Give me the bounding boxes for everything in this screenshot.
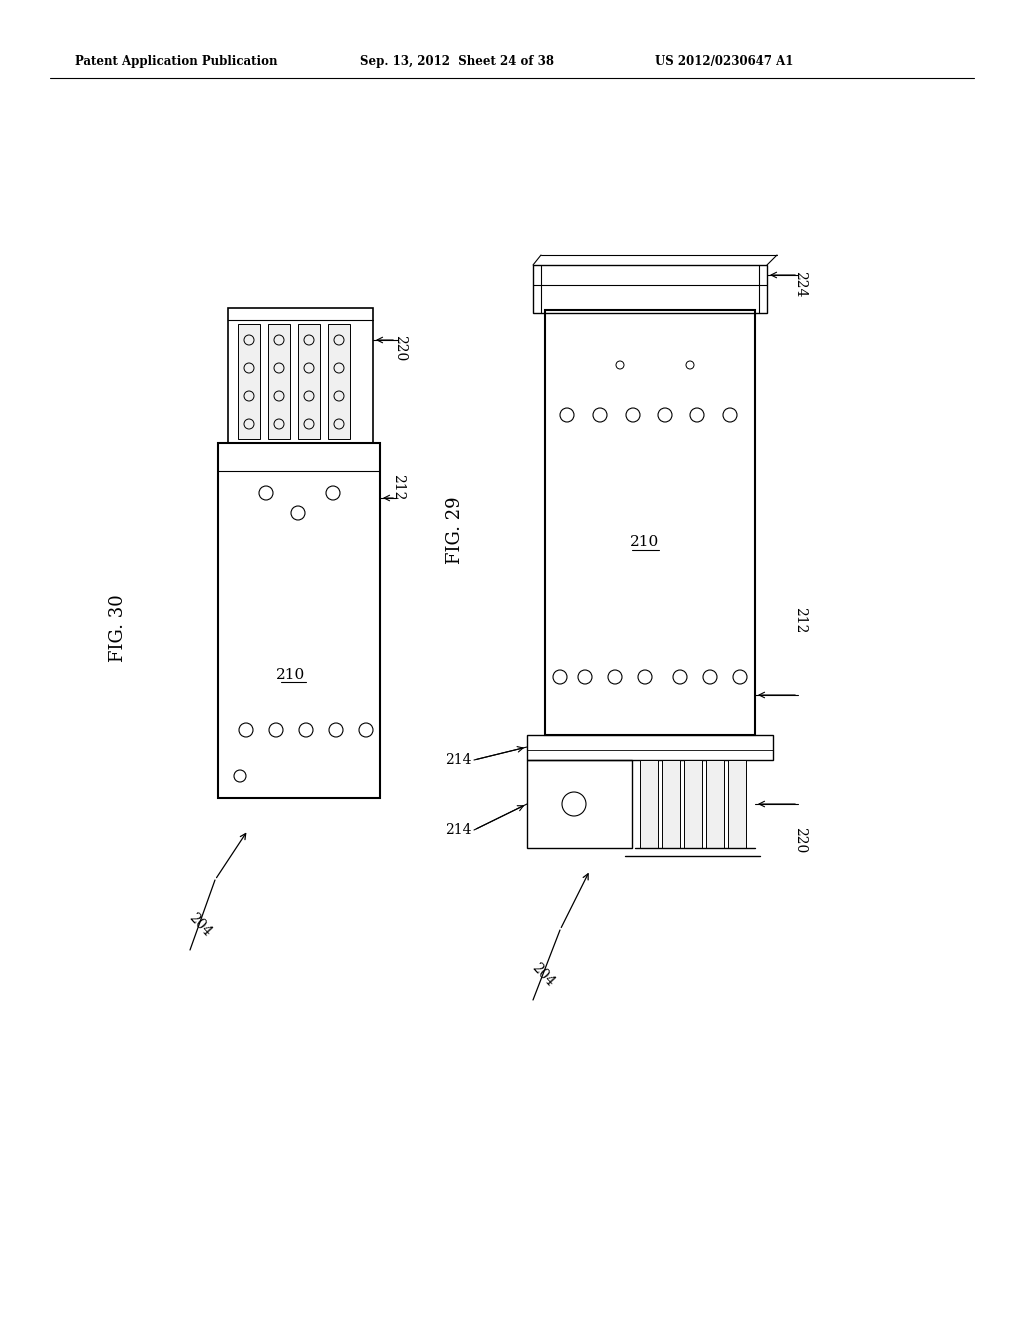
Bar: [527, 735, 773, 760]
Text: 210: 210: [631, 535, 659, 549]
Bar: [640, 760, 658, 847]
Bar: [228, 308, 373, 444]
Bar: [218, 444, 380, 799]
Text: 204: 204: [186, 911, 214, 940]
Text: Sep. 13, 2012  Sheet 24 of 38: Sep. 13, 2012 Sheet 24 of 38: [360, 55, 554, 69]
Text: Patent Application Publication: Patent Application Publication: [75, 55, 278, 69]
Text: 204: 204: [528, 961, 557, 990]
Bar: [728, 760, 746, 847]
Text: 220: 220: [393, 335, 407, 362]
Text: 212: 212: [793, 607, 807, 634]
Bar: [534, 265, 767, 313]
Bar: [298, 323, 319, 440]
Bar: [706, 760, 724, 847]
Bar: [328, 323, 350, 440]
Text: 214: 214: [445, 752, 472, 767]
Bar: [662, 760, 680, 847]
Text: FIG. 30: FIG. 30: [109, 594, 127, 661]
Bar: [684, 760, 702, 847]
Bar: [545, 310, 755, 735]
Text: 220: 220: [793, 826, 807, 853]
Text: 212: 212: [391, 474, 406, 500]
Text: FIG. 29: FIG. 29: [446, 496, 464, 564]
Bar: [527, 760, 632, 847]
Text: 210: 210: [276, 668, 305, 682]
Text: 224: 224: [793, 271, 807, 297]
Bar: [268, 323, 290, 440]
Bar: [238, 323, 260, 440]
Text: US 2012/0230647 A1: US 2012/0230647 A1: [655, 55, 794, 69]
Text: 214: 214: [445, 822, 472, 837]
